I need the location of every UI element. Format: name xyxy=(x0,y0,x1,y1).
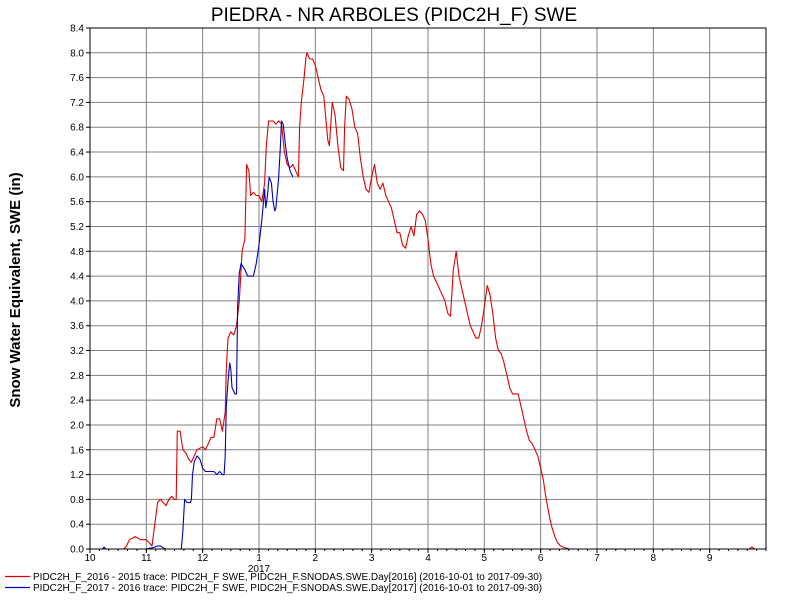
x-tick-label: 6 xyxy=(538,553,544,564)
series-line-2 xyxy=(90,120,294,550)
x-tick-label: 11 xyxy=(141,553,152,564)
y-axis-label: Snow Water Equivalent, SWE (in) xyxy=(7,172,24,407)
y-tick-label: 8.0 xyxy=(70,48,84,59)
y-tick-label: 3.6 xyxy=(70,321,84,332)
y-tick-label: 6.0 xyxy=(70,172,84,183)
legend-entry-2: PIDC2H_F_2017 - 2016 trace: PIDC2H_F SWE… xyxy=(33,583,542,594)
x-tick-label: 9 xyxy=(707,553,713,564)
y-tick-label: 0.0 xyxy=(70,545,84,556)
x-tick-label: 2 xyxy=(313,553,319,564)
x-tick-label: 4 xyxy=(425,553,431,564)
axis-ticks: 0.0 0.4 0.8 1.2 1.6 2.0 2.4 2.8 3.2 3.6 4.0 4.4 4.8 5… xyxy=(70,24,767,575)
series-line-1 xyxy=(90,52,756,550)
y-tick-label: 7.6 xyxy=(70,73,84,84)
x-tick-label: 7 xyxy=(594,553,600,564)
x-tick-label: 1 xyxy=(256,553,262,564)
y-tick-label: 2.0 xyxy=(70,420,84,431)
y-tick-label: 2.8 xyxy=(70,371,84,382)
x-year-label: 2017 xyxy=(248,564,271,575)
y-tick-label: 7.2 xyxy=(70,98,84,109)
x-tick-label: 10 xyxy=(84,553,96,564)
x-tick-label: 5 xyxy=(482,553,488,564)
y-tick-label: 4.0 xyxy=(70,296,84,307)
y-tick-label: 8.4 xyxy=(70,24,84,35)
legend: PIDC2H_F_2016 - 2015 trace: PIDC2H_F SWE… xyxy=(5,572,542,594)
y-tick-label: 0.4 xyxy=(70,520,84,531)
y-tick-label: 3.2 xyxy=(70,346,84,357)
y-tick-label: 4.8 xyxy=(70,247,84,258)
x-tick-label: 3 xyxy=(369,553,375,564)
plot-frame xyxy=(89,27,767,550)
x-tick-label: 8 xyxy=(651,553,657,564)
y-tick-label: 2.4 xyxy=(70,396,84,407)
y-tick-label: 1.2 xyxy=(70,470,84,481)
y-tick-label: 5.2 xyxy=(70,222,84,233)
y-tick-label: 4.4 xyxy=(70,272,84,283)
x-tick-label: 12 xyxy=(197,553,209,564)
y-tick-label: 5.6 xyxy=(70,197,84,208)
y-tick-label: 0.8 xyxy=(70,495,84,506)
grid-lines xyxy=(90,28,766,549)
legend-entry-1: PIDC2H_F_2016 - 2015 trace: PIDC2H_F SWE… xyxy=(33,572,542,583)
chart-title: PIEDRA - NR ARBOLES (PIDC2H_F) SWE xyxy=(211,5,577,26)
y-tick-label: 1.6 xyxy=(70,445,84,456)
y-tick-label: 6.4 xyxy=(70,148,84,159)
y-tick-label: 6.8 xyxy=(70,123,84,134)
